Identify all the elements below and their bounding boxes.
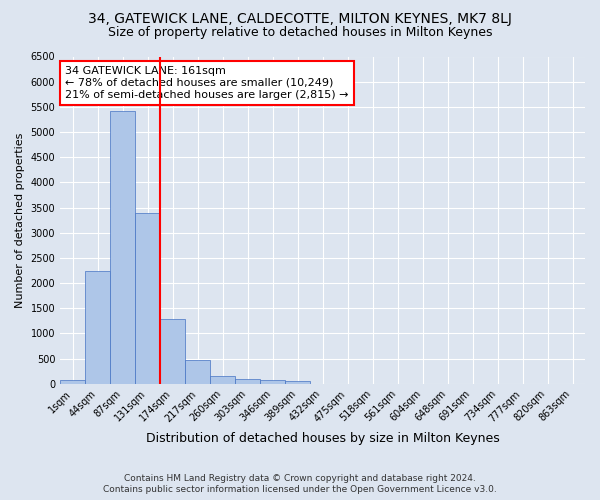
Bar: [235, 380, 260, 384]
Text: Size of property relative to detached houses in Milton Keynes: Size of property relative to detached ho…: [108, 26, 492, 39]
Bar: [85, 270, 110, 384]
Bar: [110, 111, 135, 384]
Bar: [60, 380, 85, 384]
Bar: [210, 376, 235, 384]
Bar: [135, 213, 160, 384]
Text: 34, GATEWICK LANE, CALDECOTTE, MILTON KEYNES, MK7 8LJ: 34, GATEWICK LANE, CALDECOTTE, MILTON KE…: [88, 12, 512, 26]
Bar: [260, 380, 285, 384]
Text: 34 GATEWICK LANE: 161sqm
← 78% of detached houses are smaller (10,249)
21% of se: 34 GATEWICK LANE: 161sqm ← 78% of detach…: [65, 66, 349, 100]
Bar: [160, 319, 185, 384]
Y-axis label: Number of detached properties: Number of detached properties: [15, 132, 25, 308]
Bar: [185, 360, 210, 384]
X-axis label: Distribution of detached houses by size in Milton Keynes: Distribution of detached houses by size …: [146, 432, 499, 445]
Bar: [285, 382, 310, 384]
Text: Contains HM Land Registry data © Crown copyright and database right 2024.
Contai: Contains HM Land Registry data © Crown c…: [103, 474, 497, 494]
